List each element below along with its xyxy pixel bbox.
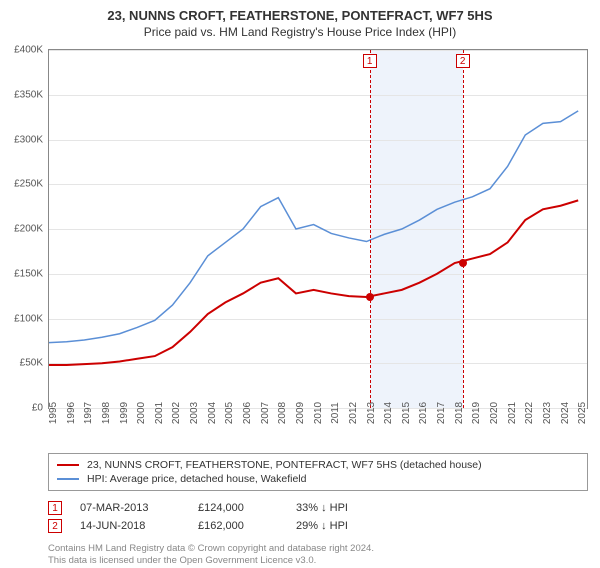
series-svg xyxy=(49,50,587,408)
x-tick-label: 2013 xyxy=(366,402,377,424)
x-tick-label: 2022 xyxy=(524,402,535,424)
x-tick-label: 2016 xyxy=(418,402,429,424)
chart-title-block: 23, NUNNS CROFT, FEATHERSTONE, PONTEFRAC… xyxy=(0,0,600,43)
x-tick-label: 2002 xyxy=(171,402,182,424)
sale-marker-box: 1 xyxy=(48,501,62,515)
chart-legend: 23, NUNNS CROFT, FEATHERSTONE, PONTEFRAC… xyxy=(48,453,588,491)
sale-marker-box: 2 xyxy=(456,54,470,68)
x-tick-label: 2020 xyxy=(489,402,500,424)
x-tick-label: 1999 xyxy=(119,402,130,424)
sales-row: 2 14-JUN-2018 £162,000 29% ↓ HPI xyxy=(48,517,588,535)
x-tick-label: 1998 xyxy=(101,402,112,424)
x-tick-label: 1996 xyxy=(66,402,77,424)
legend-swatch xyxy=(57,478,79,480)
chart-subtitle: Price paid vs. HM Land Registry's House … xyxy=(0,25,600,39)
x-tick-label: 2017 xyxy=(436,402,447,424)
x-tick-label: 2001 xyxy=(154,402,165,424)
y-tick-label: £300K xyxy=(14,134,49,145)
legend-label: HPI: Average price, detached house, Wake… xyxy=(87,473,306,485)
chart-x-axis: 1995199619971998199920002001200220032004… xyxy=(48,409,588,445)
footer-line2: This data is licensed under the Open Gov… xyxy=(48,555,588,567)
x-tick-label: 2006 xyxy=(242,402,253,424)
sales-table: 1 07-MAR-2013 £124,000 33% ↓ HPI 2 14-JUN-201… xyxy=(48,499,588,535)
x-tick-label: 2003 xyxy=(189,402,200,424)
x-tick-label: 2012 xyxy=(348,402,359,424)
x-tick-label: 2008 xyxy=(277,402,288,424)
y-tick-label: £200K xyxy=(14,224,49,235)
y-tick-label: £50K xyxy=(20,358,49,369)
x-tick-label: 1995 xyxy=(48,402,59,424)
x-tick-label: 2010 xyxy=(313,402,324,424)
y-tick-label: £250K xyxy=(14,179,49,190)
x-tick-label: 2004 xyxy=(207,402,218,424)
x-tick-label: 2007 xyxy=(260,402,271,424)
x-tick-label: 2009 xyxy=(295,402,306,424)
x-tick-label: 2015 xyxy=(401,402,412,424)
footer-attribution: Contains HM Land Registry data © Crown c… xyxy=(48,543,588,568)
sale-date: 14-JUN-2018 xyxy=(80,520,180,532)
sale-price: £162,000 xyxy=(198,520,278,532)
y-tick-label: £350K xyxy=(14,89,49,100)
y-tick-label: £400K xyxy=(14,45,49,56)
sale-marker-box: 1 xyxy=(363,54,377,68)
sale-dot xyxy=(366,293,374,301)
x-tick-label: 2021 xyxy=(507,402,518,424)
sale-price: £124,000 xyxy=(198,502,278,514)
legend-row: 23, NUNNS CROFT, FEATHERSTONE, PONTEFRAC… xyxy=(57,458,579,472)
x-tick-label: 2000 xyxy=(136,402,147,424)
y-tick-label: £150K xyxy=(14,268,49,279)
x-tick-label: 2025 xyxy=(577,402,588,424)
sale-date: 07-MAR-2013 xyxy=(80,502,180,514)
footer-line1: Contains HM Land Registry data © Crown c… xyxy=(48,543,588,555)
sale-vline xyxy=(463,50,464,408)
y-tick-label: £0 xyxy=(32,403,49,414)
sales-row: 1 07-MAR-2013 £124,000 33% ↓ HPI xyxy=(48,499,588,517)
x-tick-label: 2023 xyxy=(542,402,553,424)
x-tick-label: 2018 xyxy=(454,402,465,424)
sale-marker-box: 2 xyxy=(48,519,62,533)
x-tick-label: 2005 xyxy=(224,402,235,424)
sale-diff: 29% ↓ HPI xyxy=(296,520,386,532)
x-tick-label: 2024 xyxy=(560,402,571,424)
sale-dot xyxy=(459,259,467,267)
sale-vline xyxy=(370,50,371,408)
legend-label: 23, NUNNS CROFT, FEATHERSTONE, PONTEFRAC… xyxy=(87,459,482,471)
x-tick-label: 2011 xyxy=(330,402,341,424)
chart-plot-area: £0£50K£100K£150K£200K£250K£300K£350K£400… xyxy=(48,49,588,409)
x-tick-label: 1997 xyxy=(83,402,94,424)
legend-row: HPI: Average price, detached house, Wake… xyxy=(57,472,579,486)
legend-swatch xyxy=(57,464,79,466)
y-tick-label: £100K xyxy=(14,313,49,324)
x-tick-label: 2014 xyxy=(383,402,394,424)
series-hpi xyxy=(49,111,578,343)
x-tick-label: 2019 xyxy=(471,402,482,424)
sale-diff: 33% ↓ HPI xyxy=(296,502,386,514)
chart-title: 23, NUNNS CROFT, FEATHERSTONE, PONTEFRAC… xyxy=(0,8,600,23)
